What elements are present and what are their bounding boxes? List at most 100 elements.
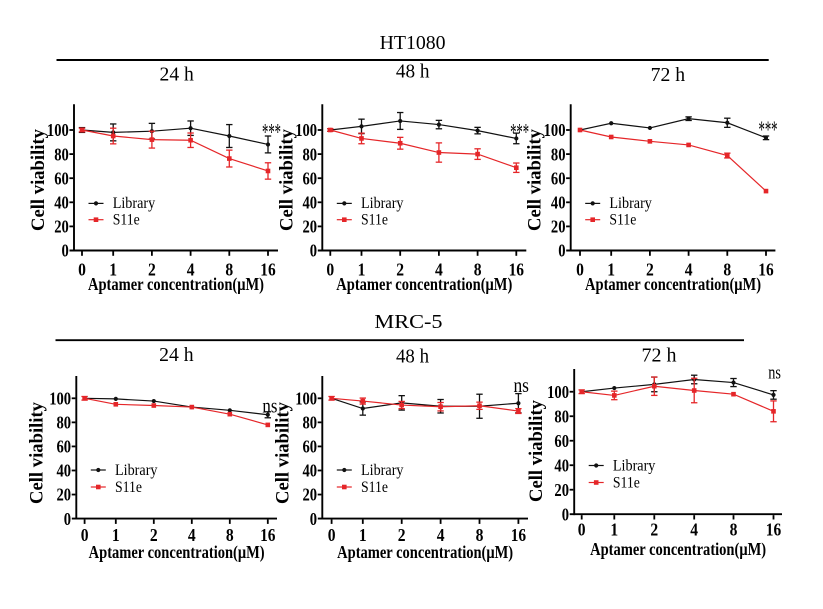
svg-text:Aptamer concentration(μM): Aptamer concentration(μM) bbox=[337, 542, 513, 562]
svg-text:16: 16 bbox=[758, 259, 773, 279]
svg-text:0: 0 bbox=[326, 259, 334, 279]
svg-text:2: 2 bbox=[646, 259, 654, 279]
svg-text:Aptamer concentration(μM): Aptamer concentration(μM) bbox=[89, 542, 265, 562]
svg-text:80: 80 bbox=[554, 406, 569, 426]
svg-text:40: 40 bbox=[303, 461, 318, 481]
svg-text:16: 16 bbox=[260, 259, 275, 279]
svg-text:1: 1 bbox=[358, 259, 366, 279]
svg-text:80: 80 bbox=[303, 144, 318, 164]
svg-text:4: 4 bbox=[685, 259, 693, 279]
svg-text:60: 60 bbox=[303, 437, 318, 457]
svg-text:2: 2 bbox=[148, 259, 156, 279]
svg-text:8: 8 bbox=[474, 259, 482, 279]
svg-text:0: 0 bbox=[328, 525, 336, 545]
svg-text:40: 40 bbox=[551, 193, 566, 213]
svg-text:20: 20 bbox=[54, 217, 69, 237]
svg-text:2: 2 bbox=[650, 519, 658, 539]
svg-text:Cell viability: Cell viability bbox=[526, 400, 547, 502]
svg-text:4: 4 bbox=[187, 259, 195, 279]
svg-text:S11e: S11e bbox=[613, 474, 640, 491]
svg-text:S11e: S11e bbox=[361, 212, 388, 229]
svg-text:0: 0 bbox=[578, 519, 586, 539]
svg-text:Library: Library bbox=[609, 195, 652, 212]
svg-text:Aptamer concentration(μM): Aptamer concentration(μM) bbox=[336, 274, 512, 294]
svg-text:1: 1 bbox=[112, 525, 120, 545]
svg-text:4: 4 bbox=[437, 525, 445, 545]
svg-text:Cell viability: Cell viability bbox=[272, 402, 293, 504]
svg-text:ns: ns bbox=[513, 375, 529, 397]
svg-text:4: 4 bbox=[188, 525, 196, 545]
svg-text:80: 80 bbox=[303, 413, 318, 433]
svg-text:Cell viability: Cell viability bbox=[276, 129, 297, 231]
svg-text:S11e: S11e bbox=[115, 479, 142, 496]
svg-text:80: 80 bbox=[54, 144, 69, 164]
svg-text:0: 0 bbox=[558, 241, 565, 261]
svg-text:***: *** bbox=[510, 120, 529, 146]
svg-text:***: *** bbox=[759, 118, 778, 144]
svg-text:4: 4 bbox=[435, 259, 443, 279]
svg-text:48 h: 48 h bbox=[396, 347, 429, 368]
svg-text:16: 16 bbox=[766, 519, 781, 539]
svg-text:20: 20 bbox=[57, 485, 72, 505]
svg-text:0: 0 bbox=[62, 241, 69, 261]
svg-text:100: 100 bbox=[544, 120, 566, 140]
svg-text:Aptamer concentration(μM): Aptamer concentration(μM) bbox=[585, 274, 761, 294]
svg-text:16: 16 bbox=[260, 525, 275, 545]
svg-text:100: 100 bbox=[295, 389, 317, 409]
svg-text:72 h: 72 h bbox=[642, 346, 677, 367]
svg-text:60: 60 bbox=[554, 431, 569, 451]
svg-text:100: 100 bbox=[295, 120, 317, 140]
svg-text:***: *** bbox=[262, 120, 281, 146]
svg-text:Library: Library bbox=[361, 462, 404, 479]
svg-text:Cell viability: Cell viability bbox=[26, 402, 47, 504]
svg-text:60: 60 bbox=[54, 168, 69, 188]
svg-text:0: 0 bbox=[310, 241, 317, 261]
svg-text:Library: Library bbox=[613, 457, 656, 474]
svg-text:100: 100 bbox=[49, 389, 71, 409]
svg-text:24 h: 24 h bbox=[159, 345, 194, 366]
svg-text:Aptamer concentration(μM): Aptamer concentration(μM) bbox=[88, 274, 264, 294]
svg-text:Library: Library bbox=[113, 195, 156, 212]
svg-text:Cell viability: Cell viability bbox=[28, 129, 49, 231]
svg-text:40: 40 bbox=[554, 455, 569, 475]
svg-text:40: 40 bbox=[303, 193, 318, 213]
svg-text:20: 20 bbox=[554, 480, 569, 500]
svg-text:16: 16 bbox=[511, 525, 526, 545]
svg-text:100: 100 bbox=[47, 120, 69, 140]
svg-text:16: 16 bbox=[509, 259, 524, 279]
svg-text:2: 2 bbox=[398, 525, 406, 545]
svg-text:60: 60 bbox=[551, 168, 566, 188]
svg-text:S11e: S11e bbox=[113, 212, 140, 229]
svg-text:100: 100 bbox=[547, 382, 569, 402]
svg-text:0: 0 bbox=[78, 259, 86, 279]
svg-text:60: 60 bbox=[303, 168, 318, 188]
svg-text:40: 40 bbox=[57, 461, 72, 481]
svg-text:80: 80 bbox=[57, 413, 72, 433]
svg-text:Library: Library bbox=[115, 462, 158, 479]
svg-text:60: 60 bbox=[57, 437, 72, 457]
svg-text:48 h: 48 h bbox=[396, 62, 430, 83]
svg-text:8: 8 bbox=[730, 519, 738, 539]
svg-text:24 h: 24 h bbox=[160, 65, 195, 86]
svg-text:Library: Library bbox=[361, 195, 404, 212]
svg-text:MRC-5: MRC-5 bbox=[374, 311, 442, 333]
svg-text:80: 80 bbox=[551, 144, 566, 164]
svg-text:ns: ns bbox=[768, 362, 781, 383]
svg-text:0: 0 bbox=[81, 525, 89, 545]
svg-text:2: 2 bbox=[150, 525, 158, 545]
svg-text:20: 20 bbox=[303, 217, 318, 237]
svg-text:0: 0 bbox=[64, 509, 71, 529]
svg-text:1: 1 bbox=[610, 519, 618, 539]
svg-text:40: 40 bbox=[54, 193, 69, 213]
svg-text:S11e: S11e bbox=[361, 479, 388, 496]
svg-text:1: 1 bbox=[109, 259, 117, 279]
svg-text:0: 0 bbox=[576, 259, 584, 279]
svg-text:8: 8 bbox=[226, 525, 234, 545]
svg-text:Aptamer concentration(μM): Aptamer concentration(μM) bbox=[590, 539, 766, 559]
svg-text:8: 8 bbox=[225, 259, 233, 279]
svg-text:0: 0 bbox=[310, 509, 317, 529]
svg-text:1: 1 bbox=[359, 525, 367, 545]
svg-text:20: 20 bbox=[303, 485, 318, 505]
svg-text:8: 8 bbox=[723, 259, 731, 279]
svg-text:S11e: S11e bbox=[609, 212, 636, 229]
